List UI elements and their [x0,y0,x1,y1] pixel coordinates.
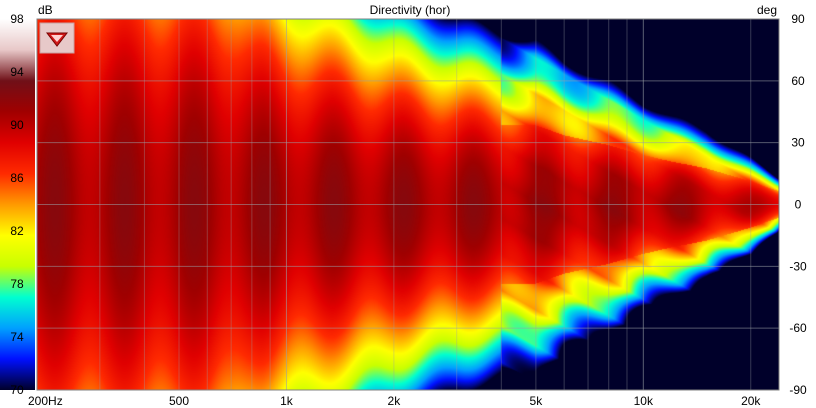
y-tick-label: -30 [789,259,807,273]
chart-title: Directivity (hor) [370,3,451,17]
x-tick-label: 5k [530,394,544,408]
colorbar-tick-label: 78 [10,277,24,291]
colorbar-tick-label: 94 [10,65,24,79]
colorbar-tick-label: 82 [10,224,24,238]
y-ticks: 90 60 30 0 -30 -60 -90 [789,12,807,397]
y-tick-label: -60 [789,321,807,335]
colorbar-ticks: 98 94 90 86 82 78 74 70 [10,12,24,397]
colorbar-label: dB [38,3,53,17]
x-ticks: 200Hz 500 1k 2k 5k 10k 20k [28,394,761,408]
speaker-brand-logo [39,22,75,54]
x-tick-label: 200Hz [28,394,63,408]
x-tick-label: 10k [634,394,654,408]
y-tick-label: 30 [791,136,805,150]
y-axis-label: deg [757,3,777,17]
y-tick-label: 60 [791,74,805,88]
colorbar-tick-label: 90 [10,118,24,132]
x-tick-label: 1k [280,394,294,408]
colorbar-tick-label: 70 [10,383,24,397]
colorbar-tick-label: 74 [10,330,24,344]
colorbar-tick-label: 86 [10,171,24,185]
x-tick-label: 2k [388,394,402,408]
x-tick-label: 20k [741,394,761,408]
colorbar [0,19,35,390]
x-tick-label: 500 [169,394,189,408]
y-tick-label: -90 [789,383,807,397]
y-tick-label: 0 [795,198,802,212]
y-tick-label: 90 [791,12,805,26]
colorbar-tick-label: 98 [10,12,24,26]
